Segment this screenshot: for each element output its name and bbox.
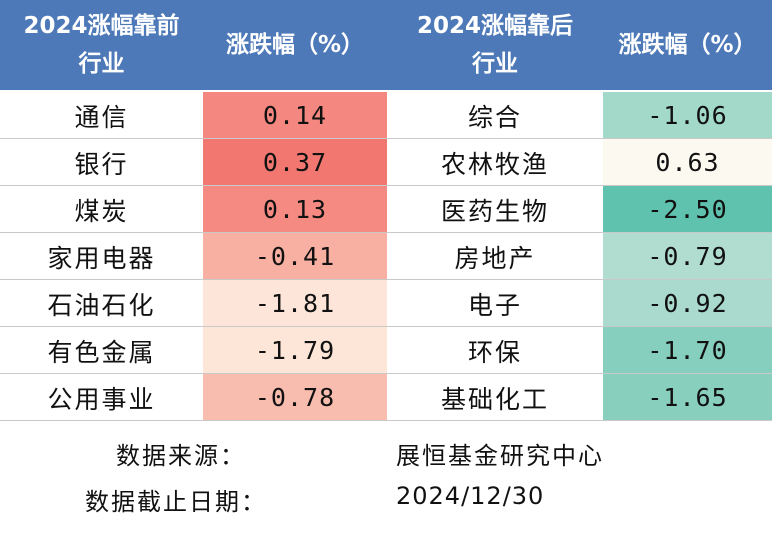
header-top-change-label: 涨跌幅（%） xyxy=(225,32,365,58)
table-row: 公用事业 -0.78 基础化工 -1.65 xyxy=(0,374,772,421)
table-row: 家用电器 -0.41 房地产 -0.79 xyxy=(0,233,772,280)
bottom-industry-name: 综合 xyxy=(467,102,522,132)
bottom-industry-name: 电子 xyxy=(467,290,522,320)
top-industry-change: -1.81 xyxy=(203,280,387,327)
table-row: 通信 0.14 综合 -1.06 xyxy=(0,92,772,139)
source-label: 数据来源： xyxy=(116,442,246,470)
header-bottom-change-label: 涨跌幅（%） xyxy=(618,32,757,58)
date-value: 2024/12/30 xyxy=(396,482,545,510)
source-value: 展恒基金研究中心 xyxy=(396,442,604,470)
table-row: 石油石化 -1.81 电子 -0.92 xyxy=(0,280,772,327)
bottom-industry-change: -1.06 xyxy=(603,92,772,139)
header-bottom-industry-line1: 2024涨幅靠后 xyxy=(416,13,573,39)
bottom-industry-name: 农林牧渔 xyxy=(440,149,549,179)
header-top-industry-line1: 2024涨幅靠前 xyxy=(23,13,180,39)
top-industry-name: 公用事业 xyxy=(47,384,156,414)
top-industry-name: 银行 xyxy=(74,149,129,179)
row-divider xyxy=(0,373,772,374)
top-industry-name: 家用电器 xyxy=(47,243,156,273)
top-industry-name: 石油石化 xyxy=(47,290,156,320)
top-industry-change: -1.79 xyxy=(203,327,387,374)
row-divider xyxy=(0,138,772,139)
row-divider xyxy=(0,326,772,327)
bottom-industry-name: 基础化工 xyxy=(440,384,549,414)
table-row: 有色金属 -1.79 环保 -1.70 xyxy=(0,327,772,374)
top-industry-change: -0.78 xyxy=(203,374,387,421)
date-label: 数据截止日期： xyxy=(85,488,267,516)
top-industry-name: 通信 xyxy=(74,102,129,132)
top-industry-name: 煤炭 xyxy=(74,196,129,226)
bottom-industry-name: 房地产 xyxy=(454,243,536,273)
header-top-industry-line2: 行业 xyxy=(78,51,125,77)
bottom-industry-change: -0.92 xyxy=(603,280,772,327)
header-bottom-industry-line2: 行业 xyxy=(472,51,518,77)
row-divider xyxy=(0,420,772,421)
header-bottom-change: 涨跌幅（%） xyxy=(603,0,772,90)
bottom-industry-name: 环保 xyxy=(467,337,522,367)
header-top-industry: 2024涨幅靠前 行业 xyxy=(0,0,203,90)
top-industry-change: -0.41 xyxy=(203,233,387,280)
header-bottom-industry: 2024涨幅靠后 行业 xyxy=(387,0,603,90)
table-row: 煤炭 0.13 医药生物 -2.50 xyxy=(0,186,772,233)
bottom-industry-name: 医药生物 xyxy=(440,196,549,226)
bottom-industry-change: -0.79 xyxy=(603,233,772,280)
header-top-change: 涨跌幅（%） xyxy=(203,0,387,90)
table-header: 2024涨幅靠前 行业 涨跌幅（%） 2024涨幅靠后 行业 涨跌幅（%） xyxy=(0,0,772,90)
bottom-industry-change: -2.50 xyxy=(603,186,772,233)
bottom-industry-change: -1.70 xyxy=(603,327,772,374)
bottom-industry-change: 0.63 xyxy=(603,139,772,186)
top-industry-name: 有色金属 xyxy=(47,337,156,367)
top-industry-change: 0.13 xyxy=(203,186,387,233)
top-industry-change: 0.37 xyxy=(203,139,387,186)
table-row: 银行 0.37 农林牧渔 0.63 xyxy=(0,139,772,186)
row-divider xyxy=(0,232,772,233)
top-industry-change: 0.14 xyxy=(203,92,387,139)
row-divider xyxy=(0,185,772,186)
row-divider xyxy=(0,279,772,280)
bottom-industry-change: -1.65 xyxy=(603,374,772,421)
